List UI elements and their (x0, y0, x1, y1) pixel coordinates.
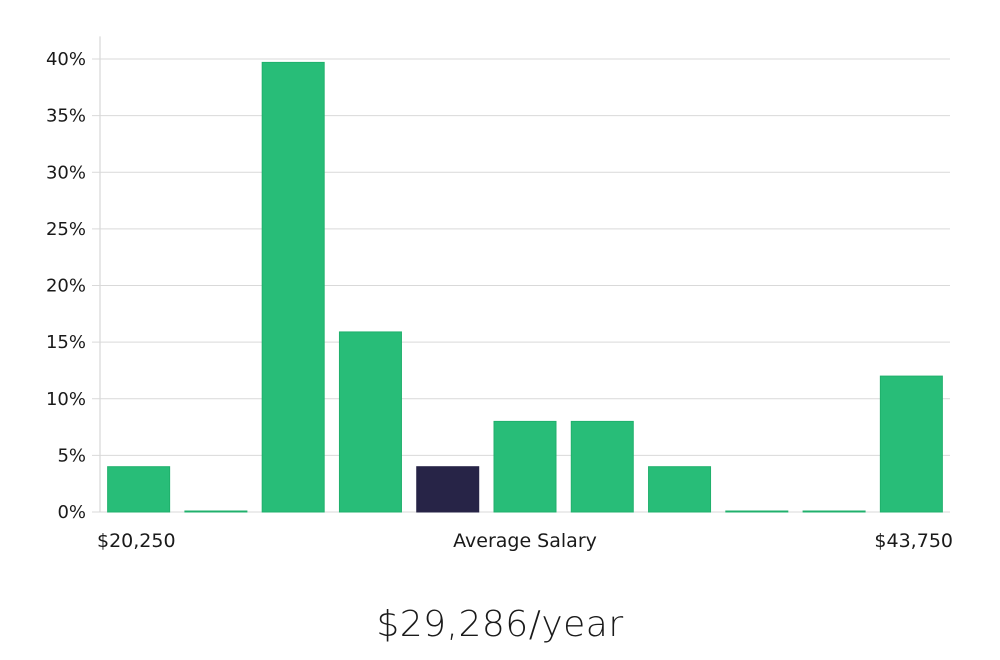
salary-distribution-chart: 0% 5% 10% 15% 20% 25% 30% 35% 40% $20,250 Average… (46, 36, 953, 552)
bar (802, 510, 866, 513)
x-axis-title: Average Salary (453, 530, 597, 552)
y-tick-label: 0% (57, 502, 86, 523)
y-tick-label: 40% (46, 49, 86, 70)
x-max-label: $43,750 (874, 530, 953, 552)
bar-highlighted (416, 466, 480, 513)
x-axis-labels: $20,250 Average Salary $43,750 (97, 530, 953, 552)
bar (493, 420, 557, 513)
bar (184, 510, 248, 513)
y-tick-label: 10% (46, 389, 86, 410)
y-tick-label: 35% (46, 106, 86, 127)
bar (107, 466, 171, 513)
y-tick-label: 5% (57, 445, 86, 466)
bar (261, 61, 325, 513)
bar (879, 375, 943, 513)
bar (570, 420, 634, 513)
average-salary-caption: $29,286/year (376, 604, 624, 645)
y-tick-label: 30% (46, 162, 86, 183)
y-tick-label: 20% (46, 276, 86, 297)
y-tick-label: 15% (46, 332, 86, 353)
x-min-label: $20,250 (97, 530, 176, 552)
bar (338, 331, 402, 513)
bar (648, 466, 712, 513)
bars (107, 61, 943, 513)
y-axis-ticks: 0% 5% 10% 15% 20% 25% 30% 35% 40% (46, 49, 86, 523)
y-tick-label: 25% (46, 219, 86, 240)
bar (725, 510, 789, 513)
